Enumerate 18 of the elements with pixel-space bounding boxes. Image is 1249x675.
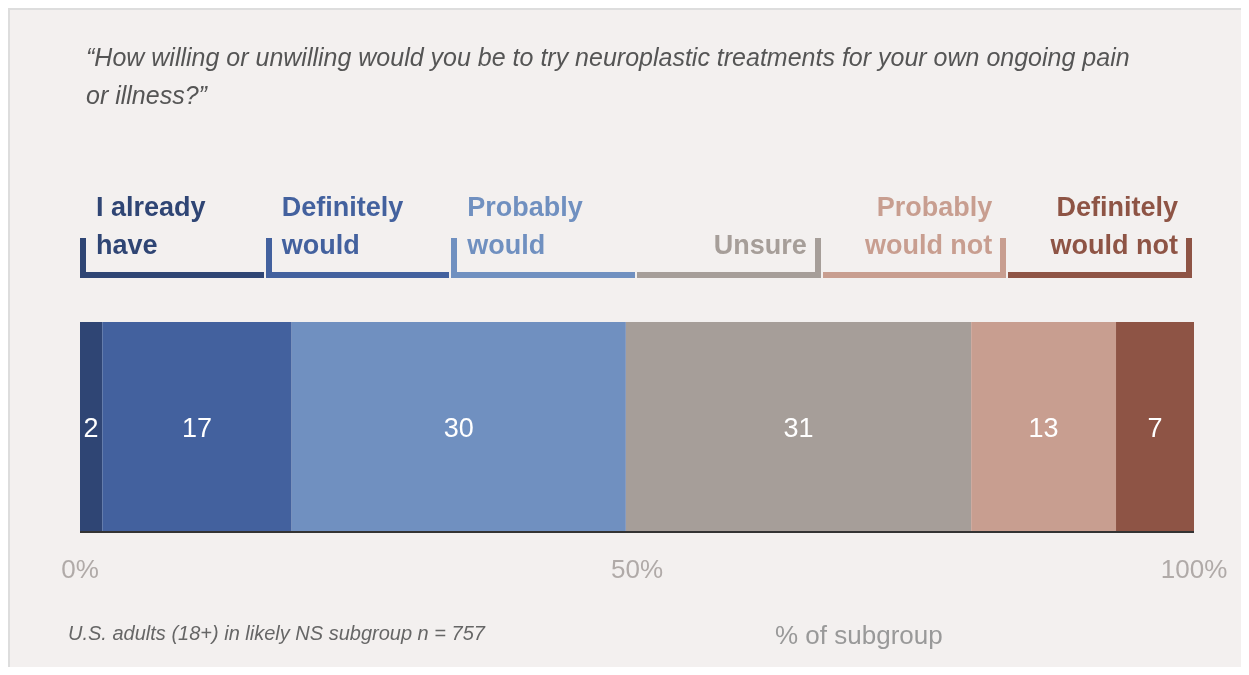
x-axis-title: % of subgroup <box>775 620 943 651</box>
data-label: 17 <box>181 412 212 443</box>
data-label: 7 <box>1147 412 1163 443</box>
data-label: 30 <box>443 412 474 443</box>
text: Definitely would not <box>1049 191 1179 262</box>
x-tick-label: 0% <box>61 554 99 585</box>
data-label: 2 <box>83 412 99 443</box>
x-tick-label: 100% <box>1160 554 1228 585</box>
text: I already have <box>96 191 207 262</box>
x-tick-label: 50% <box>610 554 664 585</box>
text: U.S. adults (18+) in likely NS subgroup n = 757 <box>68 622 485 645</box>
data-label: 31 <box>783 412 814 443</box>
text: Definitely would <box>281 191 405 262</box>
data-label: 13 <box>1028 412 1059 443</box>
text: Probably would <box>467 191 584 262</box>
text: Probably would not <box>863 191 993 262</box>
legend-label: Unsure <box>713 229 807 262</box>
chart-title: “How willing or unwilling would you be to try neuroplastic treatments for your own ongoing pain or illness?” <box>86 42 1131 111</box>
